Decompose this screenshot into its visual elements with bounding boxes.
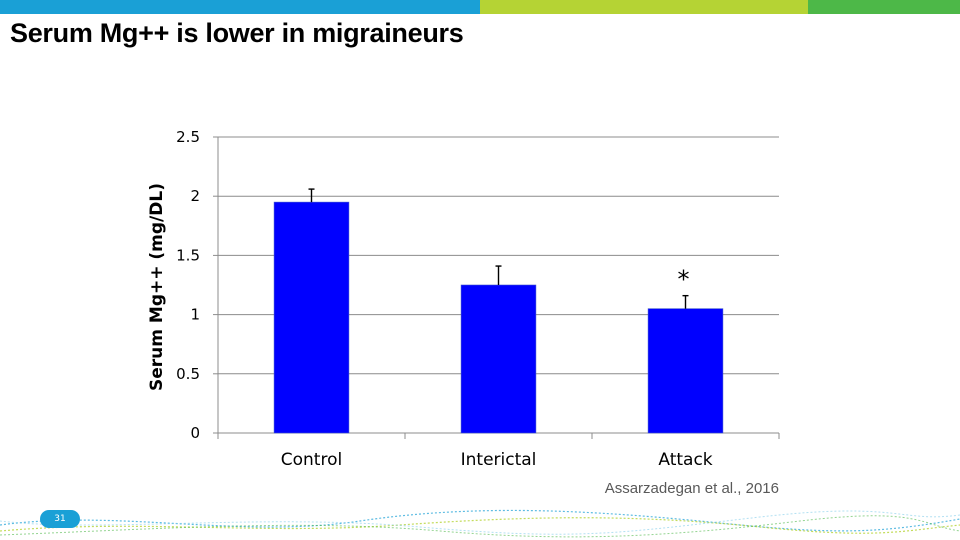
slide-title: Serum Mg++ is lower in migraineurs <box>10 18 464 48</box>
x-tick-label: Interictal <box>461 450 537 470</box>
bar-attack <box>647 308 724 434</box>
y-tick-label: 2.5 <box>176 128 200 146</box>
y-tick-label: 0.5 <box>176 365 200 383</box>
x-tick-label: Control <box>281 450 342 470</box>
decorative-wave-lines <box>0 509 960 538</box>
top-bar-green <box>808 0 960 14</box>
significance-asterisk: * <box>678 266 690 294</box>
page-number-badge: 31 <box>40 510 80 528</box>
y-axis-label: Serum Mg++ (mg/DL) <box>147 183 167 391</box>
y-tick-label: 1.5 <box>176 246 200 264</box>
y-tick-label: 1 <box>190 306 200 324</box>
bar-interictal <box>460 284 537 434</box>
y-tick-label: 2 <box>190 187 200 205</box>
y-tick-label: 0 <box>190 424 200 442</box>
x-tick-label: Attack <box>658 450 712 470</box>
citation: Assarzadegan et al., 2016 <box>604 480 779 497</box>
top-bar-blue <box>0 0 480 14</box>
top-bar-lime <box>480 0 808 14</box>
bar-control <box>273 201 350 434</box>
